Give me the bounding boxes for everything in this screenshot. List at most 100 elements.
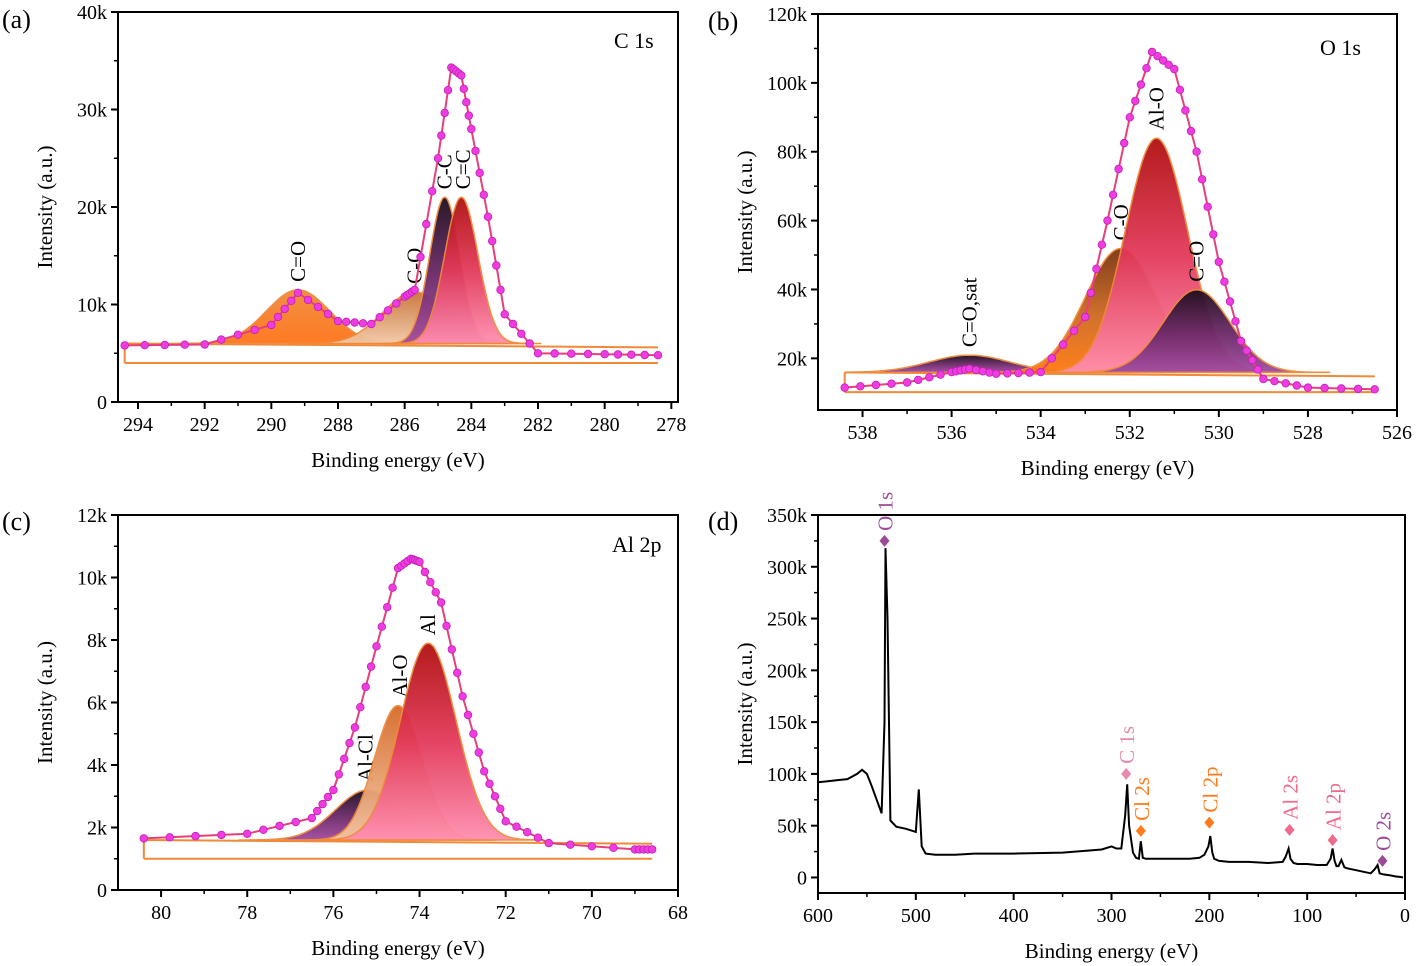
survey-line <box>817 548 1404 879</box>
y-tick-label: 10k <box>77 295 107 317</box>
data-point <box>1197 175 1207 184</box>
data-point <box>388 583 397 592</box>
data-point <box>323 792 333 802</box>
data-point <box>566 840 575 849</box>
y-tick-label: 250k <box>767 609 807 631</box>
peak-Al <box>315 642 541 841</box>
data-point <box>345 738 354 748</box>
data-point <box>1281 379 1290 388</box>
data-point <box>350 318 359 327</box>
marker-label: C 1s <box>1115 726 1139 764</box>
x-tick-label: 290 <box>256 414 286 436</box>
data-point <box>488 236 497 246</box>
data-point <box>350 723 360 732</box>
peak-label: C=O <box>1185 241 1209 282</box>
panel-label: (d) <box>708 507 738 536</box>
panel-title: Al 2p <box>612 532 662 557</box>
data-point <box>140 341 149 350</box>
data-point <box>1114 164 1123 174</box>
plot-frame <box>817 13 1398 411</box>
x-tick-label: 292 <box>190 414 220 436</box>
data-point <box>415 557 424 567</box>
y-axis-label: Intensity (a.u.) <box>733 642 757 765</box>
data-point <box>496 285 505 295</box>
data-point <box>1086 288 1095 298</box>
data-point <box>1003 369 1012 378</box>
data-point <box>985 368 994 377</box>
x-tick-label: 528 <box>1293 422 1323 444</box>
data-point <box>475 168 484 178</box>
data-point <box>1108 190 1118 199</box>
y-tick-label: 80k <box>777 142 807 164</box>
data-point <box>1209 230 1218 239</box>
data-point <box>259 825 268 834</box>
y-tick-label: 100k <box>767 73 807 95</box>
data-point <box>431 588 440 597</box>
x-tick-label: 280 <box>590 414 620 436</box>
y-tick-label: 150k <box>767 712 807 734</box>
data-point <box>992 369 1001 378</box>
y-tick-label: 12k <box>77 505 107 527</box>
y-tick-label: 4k <box>87 755 107 777</box>
data-point <box>480 767 489 776</box>
data-point <box>600 350 609 359</box>
panel-title: C 1s <box>614 28 654 53</box>
x-tick-label: 100 <box>1292 905 1322 927</box>
data-point <box>523 828 532 837</box>
x-tick-label: 400 <box>999 905 1029 927</box>
data-point <box>392 299 401 308</box>
x-tick-label: 526 <box>1382 422 1412 444</box>
data-point <box>1214 257 1223 267</box>
plot-frame <box>817 514 1406 894</box>
marker-label: O 2s <box>1371 812 1395 851</box>
data-point <box>1303 383 1313 392</box>
data-point <box>333 316 343 326</box>
y-tick-label: 20k <box>777 348 807 370</box>
data-point <box>383 603 392 612</box>
data-point <box>550 349 559 358</box>
data-point <box>1175 85 1185 94</box>
data-point <box>367 319 376 329</box>
x-tick-label: 534 <box>1026 422 1056 444</box>
data-point <box>329 785 338 795</box>
data-point <box>479 190 488 199</box>
x-tick-label: 284 <box>456 414 486 436</box>
data-point <box>1147 47 1157 57</box>
x-tick-label: 68 <box>668 902 688 924</box>
data-point <box>1103 216 1112 225</box>
data-point <box>242 829 252 838</box>
data-point <box>377 622 386 631</box>
data-point <box>474 748 483 757</box>
data-point <box>1292 381 1301 390</box>
data-point <box>492 261 501 270</box>
data-point <box>1353 384 1363 394</box>
data-point <box>1153 52 1162 61</box>
y-tick-label: 30k <box>77 100 107 122</box>
data-point <box>925 373 934 382</box>
data-point <box>307 813 316 823</box>
data-point <box>410 285 419 295</box>
data-point <box>1080 312 1090 322</box>
data-point <box>1131 96 1140 106</box>
data-point <box>525 339 534 348</box>
data-point <box>1025 368 1034 377</box>
data-point <box>1320 383 1329 393</box>
data-point <box>426 578 435 587</box>
data-point <box>1164 60 1173 70</box>
data-point <box>1125 113 1134 122</box>
data-point <box>1036 367 1045 377</box>
data-point <box>1119 138 1129 148</box>
y-axis-label: Intensity (a.u.) <box>33 145 57 268</box>
data-point <box>1220 277 1229 286</box>
data-point <box>500 310 509 319</box>
data-point <box>280 304 289 314</box>
x-tick-label: 530 <box>1204 422 1234 444</box>
data-point <box>447 645 456 654</box>
data-point <box>457 71 466 80</box>
data-point <box>293 288 303 297</box>
x-tick-label: 300 <box>1097 905 1127 927</box>
data-point <box>383 306 393 315</box>
data-point <box>1203 202 1212 211</box>
x-tick-label: 600 <box>803 905 833 927</box>
